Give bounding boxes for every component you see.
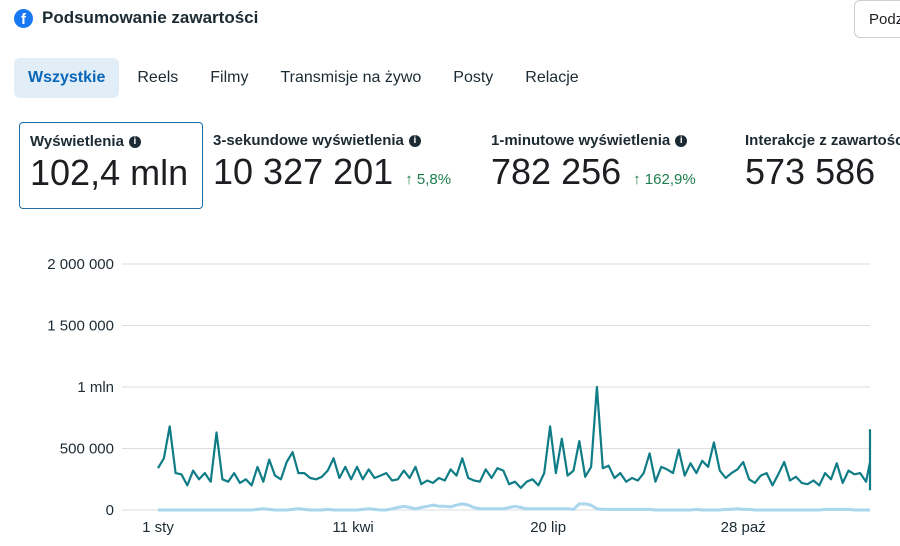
y-tick-label: 500 000 [60, 441, 114, 458]
metric-value: 10 327 201 [213, 151, 394, 192]
tab-all[interactable]: Wszystkie [14, 58, 120, 98]
y-tick-label: 1 500 000 [47, 318, 114, 335]
metric-3s-views[interactable]: 3-sekundowe wyświetlenia i 10 327 201 ↑ 5,… [203, 122, 481, 209]
content-type-tabs: Wszystkie Reels Filmy Transmisje na żywo… [14, 58, 593, 98]
x-tick-label: 11 kwi [332, 519, 373, 536]
metric-label: 3-sekundowe wyświetlenia [213, 132, 404, 149]
metric-change: ↑ 5,8% [405, 171, 452, 188]
metric-interactions[interactable]: Interakcje z zawartością 573 586 [735, 122, 900, 209]
metric-label: Interakcje z zawartością [745, 132, 900, 149]
tab-stories[interactable]: Relacje [525, 69, 579, 86]
page-title: Podsumowanie zawartości [42, 8, 259, 27]
tab-live[interactable]: Transmisje na żywo [280, 69, 422, 86]
y-tick-label: 1 mln [77, 379, 114, 396]
info-icon[interactable]: i [675, 134, 688, 147]
tab-videos[interactable]: Filmy [210, 69, 249, 86]
metric-1min-views[interactable]: 1-minutowe wyświetlenia i 782 256 ↑ 162,9% [481, 122, 735, 209]
metric-views[interactable]: Wyświetlenia i 102,4 mln [19, 122, 203, 209]
y-tick-label: 2 000 000 [47, 256, 114, 273]
y-tick-label: 0 [106, 502, 114, 519]
info-icon[interactable]: i [128, 135, 141, 148]
series-line-views [157, 385, 872, 491]
metric-value: 102,4 mln [30, 152, 189, 193]
info-icon[interactable]: i [408, 134, 421, 147]
tab-posts[interactable]: Posty [453, 69, 494, 86]
metric-label: 1-minutowe wyświetlenia [491, 132, 671, 149]
share-button[interactable]: Podz [854, 0, 900, 38]
metric-value: 573 586 [745, 151, 876, 192]
metric-change: ↑ 162,9% [633, 171, 696, 188]
x-tick-label: 28 paź [721, 519, 766, 536]
x-tick-label: 20 lip [530, 519, 566, 536]
metric-label: Wyświetlenia [30, 133, 124, 150]
metric-value: 782 256 [491, 151, 622, 192]
series-line-secondary [158, 502, 870, 512]
page-header: f Podsumowanie zawartości [14, 8, 258, 28]
facebook-icon: f [14, 8, 33, 28]
x-tick-label: 1 sty [142, 519, 174, 536]
tab-reels[interactable]: Reels [137, 69, 179, 86]
